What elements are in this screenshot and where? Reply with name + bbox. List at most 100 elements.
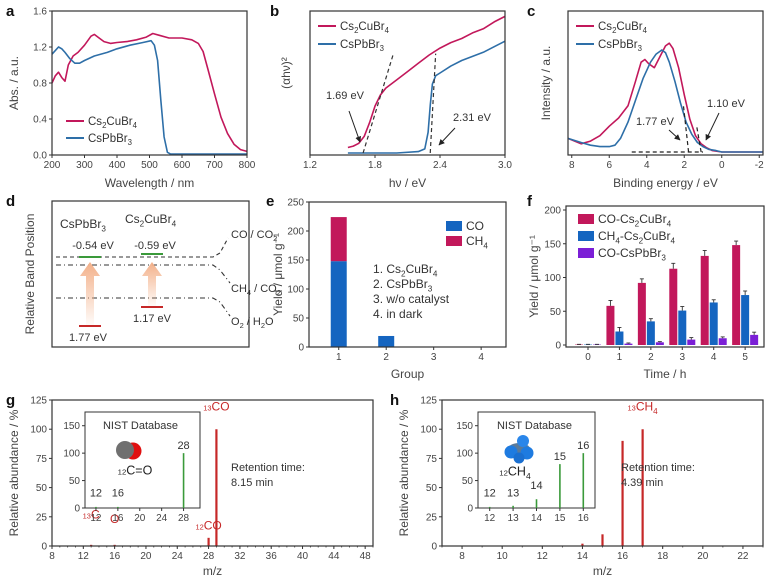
inset-peak-label: 12 (90, 488, 102, 500)
x-tick-label: 28 (203, 551, 215, 562)
cb-value-cspbbr3: -0.54 eV (72, 240, 114, 252)
series-line-Cs2CuBr4 (347, 15, 506, 149)
plot-frame (309, 10, 506, 156)
bar-CO-Cs2CuBr4-t5 (732, 245, 741, 345)
inset-nist: 12 13 14 15 16 12 13 14 15 16 0 50 100 150 NIST Databa… (456, 411, 596, 524)
legend-swatch-CO (446, 221, 462, 231)
series-line-CsPbBr3 (51, 39, 247, 155)
x-tick-label: 700 (206, 160, 223, 171)
y-axis-label: Relative Band Position (23, 214, 37, 335)
x-tick-label: 3.0 (498, 160, 512, 171)
hydrogen-atom-icon (517, 435, 529, 447)
plot-frame (308, 201, 507, 348)
bar-CO-CsPbBr3-t3 (687, 339, 696, 345)
y-axis-label: (αhν)² (279, 57, 293, 89)
inset-peak-label: 15 (554, 451, 566, 463)
x-tick-label: 1.8 (368, 160, 382, 171)
annotation-arrow (348, 110, 362, 143)
x-tick-label: 48 (360, 551, 372, 562)
potential-label-ch4-co2: CH4 / CO2 (231, 283, 281, 297)
y-tick-label: 0 (555, 341, 561, 352)
legend-label-CH4-Cs2CuBr4: CH4-Cs2CuBr4 (598, 229, 675, 245)
y-axis-label: Relative abundance / % (397, 409, 411, 536)
x-tick-label: 1.2 (303, 160, 317, 171)
panel-a: a 200 300 400 500 600 700 800 0.0 0.4 0.8 1.2 1.6 Wav… (6, 3, 256, 190)
x-tick-label: 8 (459, 551, 465, 562)
x-tick-label: 8 (569, 160, 575, 171)
x-tick-label: 0 (719, 160, 725, 171)
plot-frame (51, 10, 248, 156)
legend-cspbbr3-label: CsPbBr3 (340, 39, 384, 53)
inset-x-tick-label: 16 (112, 513, 124, 524)
inset-y-tick-label: 0 (467, 504, 473, 515)
x-tick-label: 20 (697, 551, 709, 562)
potential-line-co (56, 237, 229, 258)
y-tick-label: 50 (426, 483, 438, 494)
legend-label-CO-Cs2CuBr4: CO-Cs2CuBr4 (598, 212, 672, 228)
inset-peak-label: 13 (507, 488, 519, 500)
inset-molecule-label: 12C=O (118, 463, 153, 477)
inset-y-tick-label: 150 (456, 421, 473, 432)
inset-x-tick-label: 12 (484, 513, 496, 524)
inset-x-tick-label: 14 (531, 513, 543, 524)
x-tick-label: 22 (737, 551, 749, 562)
x-tick-label: 3 (431, 352, 437, 363)
legend-swatch-CO-CsPbBr3 (578, 248, 594, 258)
retention-time-value: 4.39 min (621, 477, 663, 489)
inset-title: NIST Database (497, 420, 572, 432)
x-tick-label: 18 (657, 551, 669, 562)
x-tick-label: 4 (478, 352, 484, 363)
inset-title: NIST Database (103, 420, 178, 432)
x-axis-label: Group (391, 367, 425, 381)
y-tick-label: 1.6 (33, 7, 47, 18)
x-tick-label: 800 (239, 160, 256, 171)
x-tick-label: 44 (328, 551, 340, 562)
legend-cs2cubr4-label: Cs2CuBr4 (598, 21, 648, 35)
y-tick-label: 75 (36, 454, 48, 465)
x-tick-label: 3 (680, 352, 686, 363)
x-tick-label: 1 (336, 352, 342, 363)
group-note: 4. in dark (373, 307, 423, 321)
bar-CH4-group-1 (330, 217, 347, 262)
inset-x-tick-label: 16 (578, 513, 590, 524)
bar-CH4-Cs2CuBr4-t3 (678, 310, 687, 345)
x-tick-label: -2 (755, 160, 764, 171)
x-tick-label: 12 (78, 551, 90, 562)
inset-y-tick-label: 100 (456, 449, 473, 460)
inset-x-tick-label: 28 (178, 513, 190, 524)
y-tick-label: 0.0 (33, 151, 47, 162)
x-tick-label: 14 (577, 551, 589, 562)
panel-d: d Relative Band Position CsPbBr3 Cs2CuBr4 -0… (6, 193, 281, 348)
excitation-arrow (142, 262, 162, 306)
bar-CO-Cs2CuBr4-t3 (669, 268, 678, 345)
x-tick-label: 12 (537, 551, 549, 562)
y-tick-label: 50 (36, 483, 48, 494)
y-tick-label: 100 (420, 425, 437, 436)
panel-c: c 8 6 4 2 0 -2 Binding energy / eV Intensity / a… (527, 3, 764, 190)
x-tick-label: 40 (297, 551, 309, 562)
legend-label-CH4: CH4 (466, 234, 488, 250)
y-tick-label: 150 (544, 239, 561, 250)
y-axis-label: Intensity / a.u. (539, 46, 553, 121)
y-tick-label: 0.4 (33, 115, 47, 126)
x-tick-label: 600 (174, 160, 191, 171)
y-tick-label: 100 (30, 425, 47, 436)
annotation-bandgap-cu: 1.69 eV (326, 90, 365, 102)
inset-y-tick-label: 150 (63, 421, 80, 432)
y-tick-label: 250 (287, 198, 304, 209)
legend-cs2cubr4-label: Cs2CuBr4 (340, 21, 390, 35)
series-line-Cs2CuBr4 (51, 32, 248, 153)
legend-swatch-CH4 (446, 236, 462, 246)
legend-cspbbr3-label: CsPbBr3 (88, 133, 132, 147)
cb-value-cs2cubr4: -0.59 eV (134, 240, 176, 252)
potential-label-co-co2: CO / CO2 (231, 229, 277, 243)
legend-label-CO: CO (466, 219, 484, 233)
y-axis-label: Abs. / a.u. (7, 56, 21, 110)
annotation-arrow (705, 112, 720, 141)
legend-cs2cubr4-label: Cs2CuBr4 (88, 116, 138, 130)
bar-CO-CsPbBr3-t1 (624, 343, 633, 345)
x-tick-label: 20 (140, 551, 152, 562)
group-note: 3. w/o catalyst (373, 292, 450, 306)
annotation-vb-pb: 1.77 eV (636, 116, 675, 128)
bar-CH4-Cs2CuBr4-t5 (741, 295, 750, 345)
